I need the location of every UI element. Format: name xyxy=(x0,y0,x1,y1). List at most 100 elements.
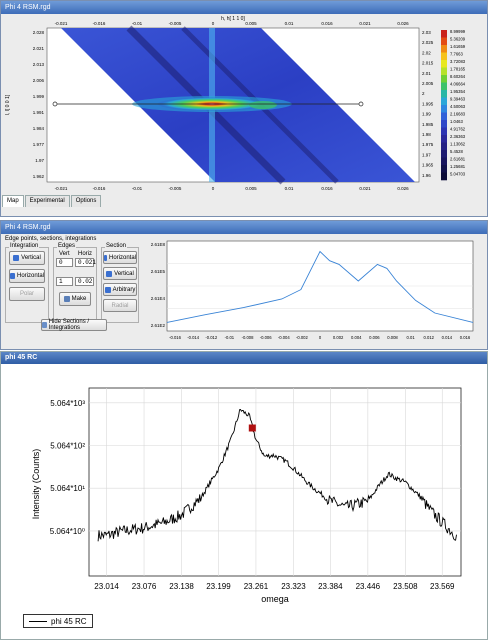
profile-y-tick: 2.61E4 xyxy=(151,296,166,301)
rsm-y-axis-label: l, l[ 0 0 1] xyxy=(5,94,11,115)
rc-cursor-marker[interactable] xyxy=(248,424,256,432)
rsm-x-tick-top: -0.01 xyxy=(132,21,143,26)
rsm-right-tick: 2.02 xyxy=(422,50,431,55)
colorbar-swatch xyxy=(441,165,447,173)
colorbar-label: 4.91762 xyxy=(450,127,466,132)
rsm-right-tick: 1.965 xyxy=(422,163,434,168)
colorbar-label: 1.0463 xyxy=(450,119,463,124)
section-group-label: Section xyxy=(105,243,128,249)
colorbar-label: 5.4528 xyxy=(450,149,463,154)
colorbar-swatch xyxy=(441,97,447,106)
colorbar-label: 1.13062 xyxy=(450,142,466,147)
profile-x-tick: 0.008 xyxy=(387,335,398,340)
section-radial-button[interactable]: Radial xyxy=(103,299,137,312)
colorbar-swatch xyxy=(441,75,447,83)
colorbar-label: 1.95354 xyxy=(450,89,466,94)
colorbar-swatch xyxy=(441,120,447,128)
colorbar-swatch xyxy=(441,67,447,76)
rsm-right-tick: 1.97 xyxy=(422,152,431,157)
edge-horiz-top-field[interactable]: 0.021 xyxy=(75,258,96,267)
rsm-x-tick-bottom: -0.016 xyxy=(93,186,106,191)
colorbar-label: 4.50063 xyxy=(450,104,466,109)
rsm-right-tick: 2 xyxy=(422,91,425,96)
rc-x-tick: 23.076 xyxy=(132,582,157,591)
section-horizontal-button[interactable]: Horizontal xyxy=(103,251,137,264)
rsm-y-tick: 2.028 xyxy=(33,30,45,35)
rc-x-tick: 23.261 xyxy=(244,582,269,591)
rsm-x-tick-bottom: 0.021 xyxy=(359,186,371,191)
colorbar-swatch xyxy=(441,37,447,46)
edges-group-label: Edges xyxy=(57,243,77,249)
integration-horizontal-label: Horizontal xyxy=(16,273,44,279)
section-radial-label: Radial xyxy=(111,302,129,309)
colorbar-label: 5.04703 xyxy=(450,172,466,177)
profile-y-ticks: 2.61E8 2.61E5 2.61E4 2.61E2 xyxy=(151,242,166,328)
colorbar-label: 8.60264 xyxy=(450,74,466,79)
rc-x-tick: 23.323 xyxy=(281,582,306,591)
rsm-right-tick: 2.025 xyxy=(422,40,434,45)
vertical-section-icon xyxy=(106,270,113,277)
profile-x-tick: 0.014 xyxy=(442,335,453,340)
rc-x-axis-label: omega xyxy=(261,594,289,604)
rsm-y-tick: 2.006 xyxy=(33,78,45,83)
integration-horizontal-button[interactable]: Horizontal xyxy=(9,269,45,283)
edge-vert-top-field[interactable]: 0 xyxy=(56,258,73,267)
hide-sections-label: Hide Sections / Integrations xyxy=(48,319,90,331)
integration-group-label: Integration xyxy=(9,243,40,249)
rsm-x-tick-top: -0.016 xyxy=(93,21,106,26)
arbitrary-section-icon xyxy=(104,286,111,293)
profile-x-tick: 0.002 xyxy=(333,335,344,340)
rsm-right-tick: 2.01 xyxy=(422,71,431,76)
rc-y-tick: 5.064*10¹ xyxy=(50,484,85,493)
rsm-x-tick-top: 0.021 xyxy=(359,21,371,26)
rsm-map[interactable]: h, h[ 1 1 0] l, l[ 0 0 1] -0.021 -0.016 -0… xyxy=(1,14,487,195)
hide-sections-button[interactable]: Hide Sections / Integrations xyxy=(41,319,107,331)
colorbar-swatch xyxy=(441,60,447,68)
rsm-right-tick: 1.98 xyxy=(422,132,431,137)
profile-x-tick: -0.016 xyxy=(169,335,182,340)
section-vertical-button[interactable]: Vertical xyxy=(103,267,137,280)
rocking-curve-chart[interactable]: 5.064*10³ 5.064*10² 5.064*10¹ 5.064*10⁰ 23.… xyxy=(1,364,487,614)
make-button[interactable]: Make xyxy=(59,292,91,306)
edge-horiz-bottom-field[interactable]: 0.02 xyxy=(75,277,94,286)
colorbar-swatch xyxy=(441,30,447,38)
colorbar-swatch xyxy=(441,90,447,98)
rsm-x-tick-top: -0.021 xyxy=(55,21,68,26)
rsm-x-tick-bottom: -0.021 xyxy=(55,186,68,191)
rsm-right-tick: 2.015 xyxy=(422,61,434,66)
rc-x-ticks: 23.014 23.076 23.138 23.199 23.261 23.323 23.3… xyxy=(94,582,455,591)
rsm-x-tick-bottom: 0.005 xyxy=(245,186,257,191)
rsm-y-tick: 2.021 xyxy=(33,46,45,51)
rsm-right-tick: 1.975 xyxy=(422,142,434,147)
profile-x-tick: 0.012 xyxy=(424,335,435,340)
rsm-y-tick: 1.999 xyxy=(33,94,45,99)
rsm-x-tick-top: 0.026 xyxy=(397,21,409,26)
rsm-y-ticks: 2.028 2.021 2.013 2.006 1.999 1.991 1.984 1.977… xyxy=(33,30,45,179)
rc-y-tick: 5.064*10² xyxy=(50,441,85,450)
tab-options[interactable]: Options xyxy=(70,195,102,207)
tab-map[interactable]: Map xyxy=(2,195,24,207)
colorbar: 8.99999 5.36209 1.61659 7.7663 3.72083 1.7816… xyxy=(441,29,466,181)
rsm-y-tick: 2.013 xyxy=(33,62,45,67)
colorbar-swatch xyxy=(441,127,447,136)
tab-experimental[interactable]: Experimental xyxy=(24,195,70,207)
edge-vert-bottom-field[interactable]: 1 xyxy=(56,277,73,286)
profile-x-tick: 0.01 xyxy=(407,335,416,340)
section-arbitrary-button[interactable]: Arbitrary xyxy=(103,283,137,296)
colorbar-label: 5.36209 xyxy=(450,37,466,42)
integration-vertical-button[interactable]: Vertical xyxy=(9,251,45,265)
rsm-right-tick: 2.005 xyxy=(422,81,434,86)
legend-label: phi 45 RC xyxy=(51,616,87,626)
section-handle-left[interactable] xyxy=(52,101,58,107)
edges-vert-label: Vert xyxy=(59,251,70,257)
rc-x-tick: 23.446 xyxy=(356,582,381,591)
rsm-tabbar: Map Experimental Options xyxy=(1,195,102,207)
legend-swatch xyxy=(29,620,47,622)
rsm-y-tick: 1.977 xyxy=(33,142,45,147)
profile-x-tick: -0.002 xyxy=(296,335,309,340)
integration-polar-button[interactable]: Polar xyxy=(9,287,45,301)
colorbar-swatch xyxy=(441,150,447,158)
rc-legend: phi 45 RC xyxy=(23,614,93,628)
section-handle-right[interactable] xyxy=(358,101,364,107)
